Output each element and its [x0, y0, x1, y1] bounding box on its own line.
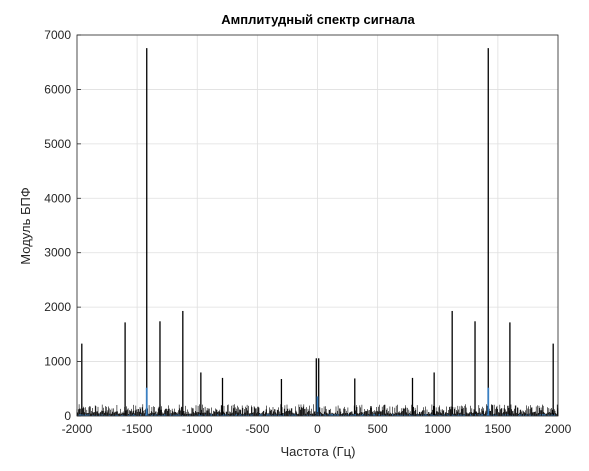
- x-tick-label: 0: [314, 422, 321, 436]
- x-tick-label: 1500: [485, 422, 512, 436]
- series-layer: [76, 48, 559, 416]
- x-tick-label: -500: [245, 422, 269, 436]
- x-tick-label: 1000: [424, 422, 451, 436]
- y-tick-label: 7000: [44, 28, 71, 42]
- y-tick-label: 3000: [44, 246, 71, 260]
- y-tick-label: 5000: [44, 137, 71, 151]
- x-tick-label: 2000: [545, 422, 572, 436]
- y-tick-label: 1000: [44, 355, 71, 369]
- y-tick-label: 6000: [44, 82, 71, 96]
- series-0: [76, 48, 559, 416]
- x-axis-title: Частота (Гц): [281, 444, 356, 459]
- x-tick-label: -2000: [62, 422, 93, 436]
- y-axis-title: Модуль БПФ: [18, 187, 33, 265]
- y-tick-label: 4000: [44, 191, 71, 205]
- x-tick-label: -1500: [122, 422, 153, 436]
- y-axis-ticks: 0 1000 2000 3000 4000 5000 6000 7000: [44, 28, 81, 423]
- x-tick-label: -1000: [182, 422, 213, 436]
- x-axis-ticks: -2000 -1500 -1000 -500 0 500 1000 1500 2000: [62, 412, 572, 436]
- y-tick-label: 0: [64, 409, 71, 423]
- x-tick-label: 500: [368, 422, 388, 436]
- chart-title: Амплитудный спектр сигнала: [221, 12, 415, 27]
- y-tick-label: 2000: [44, 300, 71, 314]
